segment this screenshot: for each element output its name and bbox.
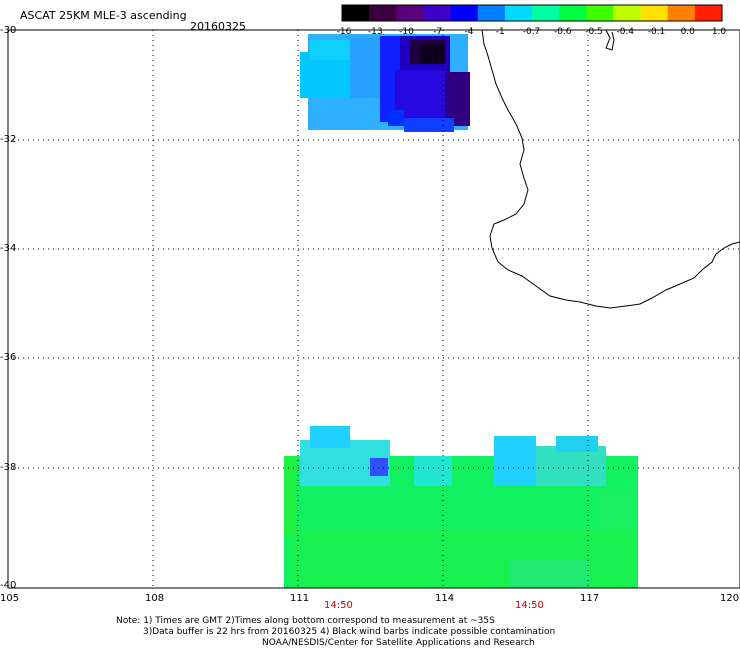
lon-label-111: 111	[290, 593, 310, 604]
lat-label-40: -40	[0, 580, 17, 591]
lon-label-108: 108	[145, 593, 165, 604]
colorbar-label: -0.4	[616, 27, 634, 37]
lat-label-36: -36	[0, 352, 17, 363]
swath-south	[284, 426, 638, 588]
coastline-western-australia	[481, 29, 740, 309]
colorbar-segment	[694, 5, 723, 21]
colorbar-label: 0.0	[681, 27, 696, 37]
colorbar-label: -0.7	[523, 27, 541, 37]
colorbar-label: -4	[465, 27, 474, 37]
time-label-1: 14:50	[324, 600, 353, 611]
colorbar: -16 -13 -10 -7 -4 -1 -0.7 -0.6 -0.5 -0.4 -0.1 0.0 1.…	[337, 4, 727, 37]
note-line-1: Note: 1) Times are GMT 2)Times along bot…	[116, 616, 495, 626]
lon-label-120: 120	[720, 593, 740, 604]
colorbar-segment	[342, 5, 370, 21]
colorbar-segment	[450, 5, 479, 21]
colorbar-label: 1.0	[712, 27, 727, 37]
lon-label-117: 117	[580, 593, 600, 604]
colorbar-segment	[477, 5, 506, 21]
colorbar-label: -7	[433, 27, 442, 37]
colorbar-segment	[640, 5, 669, 21]
colorbar-label: -16	[337, 27, 352, 37]
colorbar-label: -13	[368, 27, 383, 37]
colorbar-segment	[423, 5, 452, 21]
plot-frame	[7, 29, 740, 589]
colorbar-label: -0.1	[648, 27, 666, 37]
note-line-2: 3)Data buffer is 22 hrs from 20160325 4)…	[143, 627, 556, 637]
coastline-northern-fragment	[605, 29, 615, 51]
lon-label-105: 105	[0, 593, 20, 604]
colorbar-segment	[667, 5, 696, 21]
colorbar-segment	[369, 5, 397, 21]
lat-label-38: -38	[0, 462, 17, 473]
colorbar-label: -0.5	[585, 27, 603, 37]
swath-north	[300, 34, 470, 132]
lat-label-34: -34	[0, 243, 17, 254]
graticule	[8, 30, 740, 588]
lat-label-32: -32	[0, 134, 17, 145]
colorbar-label: -0.6	[554, 27, 572, 37]
map-title: ASCAT 25KM MLE-3 ascending	[20, 9, 187, 22]
colorbar-segment	[559, 5, 587, 21]
lat-label-30: -30	[0, 25, 17, 36]
colorbar-segment	[396, 5, 424, 21]
colorbar-label: -10	[399, 27, 414, 37]
colorbar-segment	[586, 5, 614, 21]
note-line-3: NOAA/NESDIS/Center for Satellite Applica…	[262, 638, 535, 648]
colorbar-segment	[532, 5, 560, 21]
lon-label-114: 114	[435, 593, 455, 604]
colorbar-border	[341, 4, 723, 22]
colorbar-label: -1	[496, 27, 505, 37]
colorbar-segment	[504, 5, 533, 21]
map-date: 20160325	[190, 20, 246, 33]
time-label-2: 14:50	[515, 600, 544, 611]
colorbar-segment	[613, 5, 642, 21]
